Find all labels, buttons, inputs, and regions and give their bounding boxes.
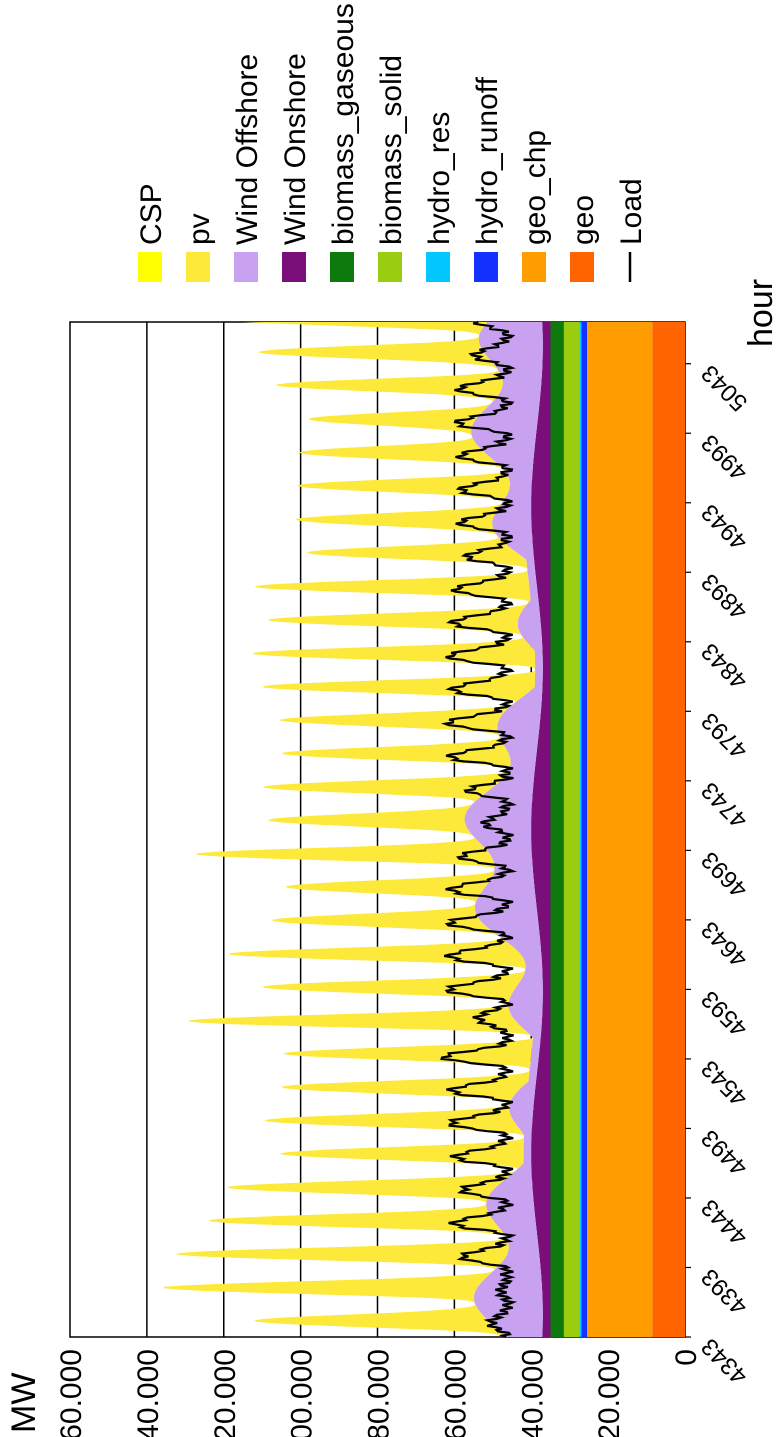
legend-item-geo: geo [567, 195, 600, 282]
legend-label: geo [567, 195, 600, 245]
legend-label: Load [615, 178, 648, 245]
area-biomass-solid [563, 322, 580, 1337]
y-axis-ticks: 0 20.000 40.000 60.000 80.000 100.000 120.000 1… [55, 1349, 703, 1437]
y-tick-label: 60.000 [439, 1349, 472, 1437]
x-tick-label: 5043 [696, 359, 753, 416]
legend-item-wind-offshore: Wind Offshore [231, 54, 264, 282]
area-geo [652, 322, 685, 1337]
x-tick-label: 4493 [696, 1124, 753, 1181]
legend-swatch [570, 252, 594, 282]
plot-area [69, 320, 686, 1339]
x-tick-label: 4443 [696, 1194, 753, 1251]
legend-item-biomass-gaseous: biomass_gaseous [327, 3, 360, 282]
legend-item-pv: pv [183, 213, 216, 282]
area-geo-chp [587, 322, 653, 1337]
legend-swatch [426, 252, 450, 282]
x-axis-ticks: 4343 4393 4443 4493 4543 4593 4643 4693 4743 4793… [685, 359, 753, 1390]
area-pv [163, 322, 536, 1337]
legend-item-csp: CSP [135, 183, 168, 282]
legend-item-geo-chp: geo_chp [519, 130, 552, 282]
legend-label: hydro_res [423, 112, 456, 245]
legend-label: biomass_solid [375, 55, 408, 245]
legend-item-hydro-res: hydro_res [423, 112, 456, 282]
legend-swatch [234, 252, 258, 282]
legend-label: pv [183, 213, 216, 245]
y-tick-label: 0 [670, 1349, 703, 1366]
legend-label: hydro_runoff [471, 76, 504, 245]
x-tick-label: 4643 [696, 916, 753, 973]
y-tick-label: 20.000 [593, 1349, 626, 1437]
legend-item-biomass-solid: biomass_solid [375, 55, 408, 282]
load-series [440, 320, 518, 1339]
area-wind-offshore [464, 322, 543, 1337]
y-tick-label: 120.000 [209, 1349, 242, 1437]
legend-swatch [186, 252, 210, 282]
y-tick-label: 40.000 [516, 1349, 549, 1437]
y-tick-label: 140.000 [132, 1349, 165, 1437]
legend-item-load: Load [615, 178, 648, 282]
x-tick-label: 4693 [696, 846, 753, 903]
x-tick-label: 4743 [696, 777, 753, 834]
x-tick-label: 4943 [696, 499, 753, 556]
load-line [440, 320, 518, 1339]
legend: CSP pv Wind Offshore Wind Onshore biomass_ga… [135, 3, 648, 282]
area-wind-onshore [531, 322, 551, 1337]
stacked-areas [163, 322, 685, 1337]
x-tick-label: 4893 [696, 568, 753, 625]
x-tick-label: 4393 [696, 1263, 753, 1320]
legend-swatch [282, 252, 306, 282]
y-tick-label: 160.000 [55, 1349, 88, 1437]
x-axis-title: hour [742, 279, 780, 347]
y-tick-label: 100.000 [286, 1349, 319, 1437]
legend-label: biomass_gaseous [327, 3, 360, 245]
x-tick-label: 4593 [696, 985, 753, 1042]
legend-item-wind-onshore: Wind Onshore [279, 53, 312, 282]
legend-label: Wind Onshore [279, 53, 312, 245]
y-axis-title: MW [5, 1373, 43, 1433]
area-hydro-runoff [581, 322, 587, 1337]
legend-label: Wind Offshore [231, 54, 264, 245]
legend-label: geo_chp [519, 130, 552, 245]
rotated-chart-frame: MW 0 20.000 40.000 60.000 80.000 100.000 120.0… [5, 3, 780, 1437]
legend-swatch [522, 252, 546, 282]
area-biomass-gaseous [550, 322, 564, 1337]
area-hydro-res [579, 322, 582, 1337]
legend-swatch [474, 252, 498, 282]
legend-swatch [378, 252, 402, 282]
legend-item-hydro-runoff: hydro_runoff [471, 76, 504, 282]
y-tick-label: 80.000 [363, 1349, 396, 1437]
x-tick-label: 4343 [696, 1333, 753, 1390]
x-tick-label: 4543 [696, 1055, 753, 1112]
legend-swatch [138, 252, 162, 282]
x-tick-label: 4793 [696, 707, 753, 764]
legend-swatch [330, 252, 354, 282]
x-tick-label: 4993 [696, 429, 753, 486]
x-tick-label: 4843 [696, 638, 753, 695]
legend-label: CSP [135, 183, 168, 245]
